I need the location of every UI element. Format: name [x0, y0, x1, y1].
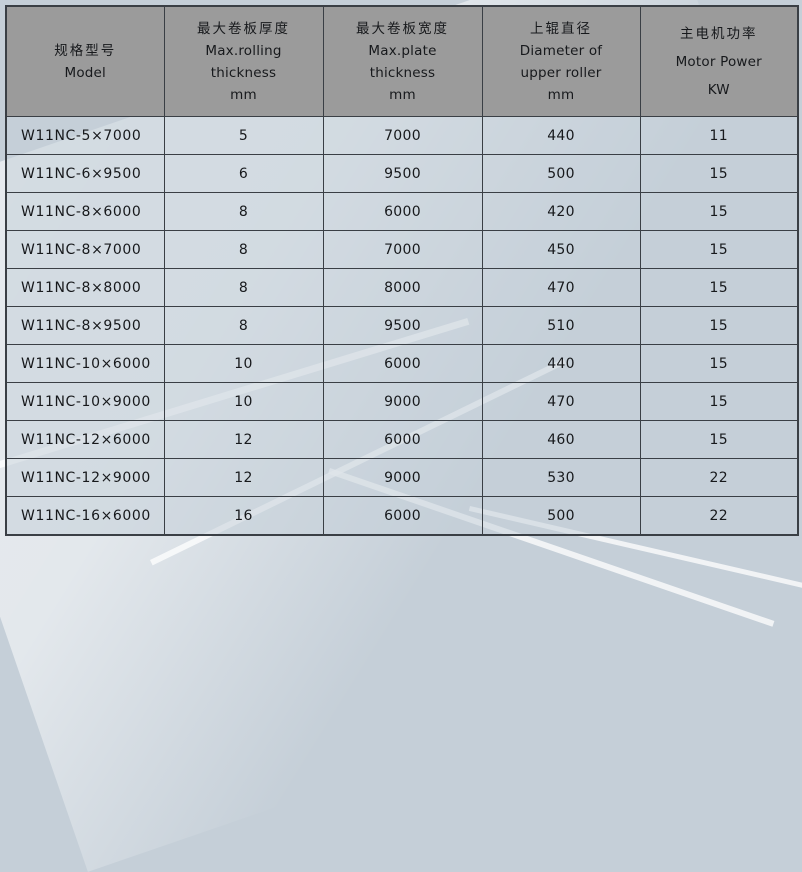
- cell-upper-roller-diameter: 530: [481, 458, 641, 497]
- table-header: 规格型号 Model 最大卷板厚度 Max.rolling thickness …: [5, 5, 799, 117]
- cell-motor-power: 15: [639, 420, 799, 459]
- cell-model: W11NC-12×9000: [5, 458, 165, 497]
- cell-max-plate-thickness: 9500: [322, 306, 483, 345]
- column-header-max-rolling-thickness-zh: 最大卷板厚度: [197, 20, 290, 37]
- table-header-row: 规格型号 Model 最大卷板厚度 Max.rolling thickness …: [5, 5, 799, 117]
- cell-upper-roller-diameter: 470: [481, 268, 641, 307]
- cell-motor-power: 15: [639, 268, 799, 307]
- table-row: W11NC-10×6000 10 6000 440 15: [5, 344, 799, 383]
- table-row: W11NC-12×9000 12 9000 530 22: [5, 458, 799, 497]
- cell-model: W11NC-8×7000: [5, 230, 165, 269]
- column-header-motor-power-en: Motor Power: [675, 53, 762, 70]
- cell-upper-roller-diameter: 440: [481, 344, 641, 383]
- column-header-motor-power-unit: KW: [707, 81, 730, 98]
- table-row: W11NC-8×9500 8 9500 510 15: [5, 306, 799, 345]
- cell-max-rolling-thickness: 12: [163, 458, 324, 497]
- table-row: W11NC-6×9500 6 9500 500 15: [5, 154, 799, 193]
- specification-table: 规格型号 Model 最大卷板厚度 Max.rolling thickness …: [5, 5, 799, 536]
- cell-motor-power: 22: [639, 496, 799, 536]
- cell-model: W11NC-8×6000: [5, 192, 165, 231]
- cell-max-rolling-thickness: 6: [163, 154, 324, 193]
- cell-max-rolling-thickness: 16: [163, 496, 324, 536]
- cell-motor-power: 15: [639, 230, 799, 269]
- cell-max-plate-thickness: 9500: [322, 154, 483, 193]
- table-row: W11NC-5×7000 5 7000 440 11: [5, 116, 799, 155]
- column-header-max-plate-thickness-unit: mm: [389, 86, 416, 103]
- cell-max-rolling-thickness: 5: [163, 116, 324, 155]
- column-header-max-rolling-thickness-en-2: thickness: [210, 64, 277, 81]
- cell-upper-roller-diameter: 460: [481, 420, 641, 459]
- cell-model: W11NC-10×9000: [5, 382, 165, 421]
- cell-motor-power: 22: [639, 458, 799, 497]
- column-header-model: 规格型号 Model: [5, 5, 165, 117]
- cell-upper-roller-diameter: 440: [481, 116, 641, 155]
- cell-max-rolling-thickness: 8: [163, 268, 324, 307]
- table-row: W11NC-10×9000 10 9000 470 15: [5, 382, 799, 421]
- cell-max-rolling-thickness: 8: [163, 306, 324, 345]
- column-header-upper-roller-diameter: 上辊直径 Diameter of upper roller mm: [481, 5, 641, 117]
- cell-motor-power: 15: [639, 306, 799, 345]
- table-row: W11NC-8×6000 8 6000 420 15: [5, 192, 799, 231]
- column-header-max-rolling-thickness: 最大卷板厚度 Max.rolling thickness mm: [163, 5, 324, 117]
- cell-model: W11NC-12×6000: [5, 420, 165, 459]
- specification-table-container: 规格型号 Model 最大卷板厚度 Max.rolling thickness …: [5, 5, 799, 536]
- column-header-upper-roller-diameter-zh: 上辊直径: [530, 20, 592, 37]
- cell-upper-roller-diameter: 500: [481, 496, 641, 536]
- cell-model: W11NC-16×6000: [5, 496, 165, 536]
- column-header-upper-roller-diameter-en-2: upper roller: [520, 64, 602, 81]
- cell-upper-roller-diameter: 420: [481, 192, 641, 231]
- column-header-upper-roller-diameter-unit: mm: [547, 86, 575, 103]
- cell-model: W11NC-6×9500: [5, 154, 165, 193]
- cell-upper-roller-diameter: 450: [481, 230, 641, 269]
- cell-model: W11NC-5×7000: [5, 116, 165, 155]
- cell-upper-roller-diameter: 510: [481, 306, 641, 345]
- table-row: W11NC-16×6000 16 6000 500 22: [5, 496, 799, 536]
- cell-max-plate-thickness: 7000: [322, 230, 483, 269]
- cell-max-rolling-thickness: 12: [163, 420, 324, 459]
- cell-model: W11NC-10×6000: [5, 344, 165, 383]
- column-header-model-zh: 规格型号: [54, 42, 117, 59]
- column-header-max-plate-thickness: 最大卷板宽度 Max.plate thickness mm: [322, 5, 483, 117]
- table-body: W11NC-5×7000 5 7000 440 11 W11NC-6×9500 6 9500 5…: [5, 116, 799, 536]
- column-header-max-plate-thickness-en-1: Max.plate: [368, 42, 437, 59]
- cell-model: W11NC-8×8000: [5, 268, 165, 307]
- cell-model: W11NC-8×9500: [5, 306, 165, 345]
- column-header-max-rolling-thickness-en-1: Max.rolling: [205, 42, 282, 59]
- cell-max-rolling-thickness: 8: [163, 192, 324, 231]
- cell-max-rolling-thickness: 8: [163, 230, 324, 269]
- column-header-motor-power-zh: 主电机功率: [680, 25, 758, 42]
- column-header-motor-power: 主电机功率 Motor Power KW: [639, 5, 799, 117]
- cell-max-plate-thickness: 6000: [322, 496, 483, 536]
- cell-max-plate-thickness: 6000: [322, 420, 483, 459]
- cell-max-plate-thickness: 8000: [322, 268, 483, 307]
- table-row: W11NC-8×8000 8 8000 470 15: [5, 268, 799, 307]
- cell-upper-roller-diameter: 470: [481, 382, 641, 421]
- cell-upper-roller-diameter: 500: [481, 154, 641, 193]
- cell-max-plate-thickness: 6000: [322, 344, 483, 383]
- column-header-model-en: Model: [64, 64, 107, 81]
- cell-motor-power: 15: [639, 192, 799, 231]
- cell-max-rolling-thickness: 10: [163, 344, 324, 383]
- cell-motor-power: 15: [639, 344, 799, 383]
- cell-motor-power: 11: [639, 116, 799, 155]
- cell-motor-power: 15: [639, 154, 799, 193]
- cell-max-plate-thickness: 9000: [322, 382, 483, 421]
- cell-max-plate-thickness: 9000: [322, 458, 483, 497]
- cell-max-rolling-thickness: 10: [163, 382, 324, 421]
- column-header-max-rolling-thickness-unit: mm: [230, 86, 257, 103]
- table-row: W11NC-12×6000 12 6000 460 15: [5, 420, 799, 459]
- cell-max-plate-thickness: 6000: [322, 192, 483, 231]
- cell-motor-power: 15: [639, 382, 799, 421]
- column-header-upper-roller-diameter-en-1: Diameter of: [519, 42, 603, 59]
- column-header-max-plate-thickness-en-2: thickness: [369, 64, 436, 81]
- column-header-max-plate-thickness-zh: 最大卷板宽度: [356, 20, 449, 37]
- cell-max-plate-thickness: 7000: [322, 116, 483, 155]
- table-row: W11NC-8×7000 8 7000 450 15: [5, 230, 799, 269]
